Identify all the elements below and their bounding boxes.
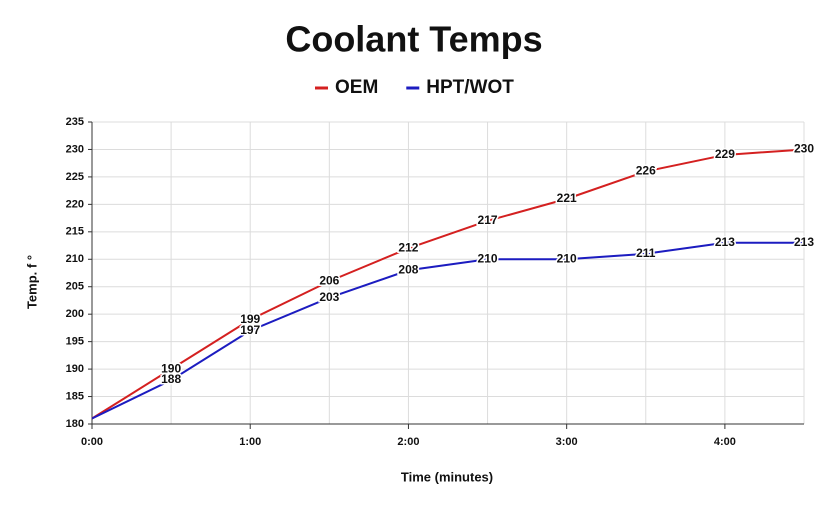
x-axis-title: Time (minutes) [401,469,493,484]
chart-title: Coolant Temps [285,19,542,60]
legend-label: HPT/WOT [426,77,514,98]
x-tick-label: 1:00 [239,436,261,448]
data-label: 210 [557,251,577,265]
series-line [91,241,804,420]
y-tick-label: 180 [66,418,84,430]
y-tick-label: 195 [66,336,84,348]
y-tick-label: 210 [66,253,84,265]
data-label: 199 [240,312,260,326]
data-label: 210 [478,251,498,265]
x-tick-label: 2:00 [397,436,419,448]
data-label: 213 [794,235,814,249]
x-tick-label: 0:00 [81,436,103,448]
y-tick-label: 230 [66,143,84,155]
x-tick-label: 3:00 [556,436,578,448]
x-tick-label: 4:00 [714,436,736,448]
y-tick-label: 235 [66,116,84,128]
data-label: 217 [478,213,498,227]
y-tick-label: 185 [66,390,84,402]
series-line [91,148,805,420]
data-label: 221 [557,191,577,205]
y-tick-label: 205 [66,281,84,293]
data-label: 211 [636,246,656,260]
legend: OEM HPT/WOT [315,77,514,98]
y-axis-title: Temp. f ° [24,255,39,309]
y-tick-label: 200 [66,308,84,320]
y-tick-label: 225 [66,171,84,183]
data-label: 197 [240,323,260,337]
y-tick-label: 190 [66,363,84,375]
y-tick-label: 220 [66,198,84,210]
data-label: 212 [398,240,418,254]
data-label: 188 [161,372,181,386]
data-label: 213 [715,235,735,249]
data-label: 226 [636,164,656,178]
legend-label: OEM [335,77,378,98]
data-label: 229 [715,147,735,161]
data-label: 208 [398,262,418,276]
data-label: 206 [319,273,339,287]
data-label: 203 [319,290,339,304]
y-tick-label: 215 [66,226,84,238]
data-label: 230 [794,142,814,156]
data-label: 190 [161,361,181,375]
